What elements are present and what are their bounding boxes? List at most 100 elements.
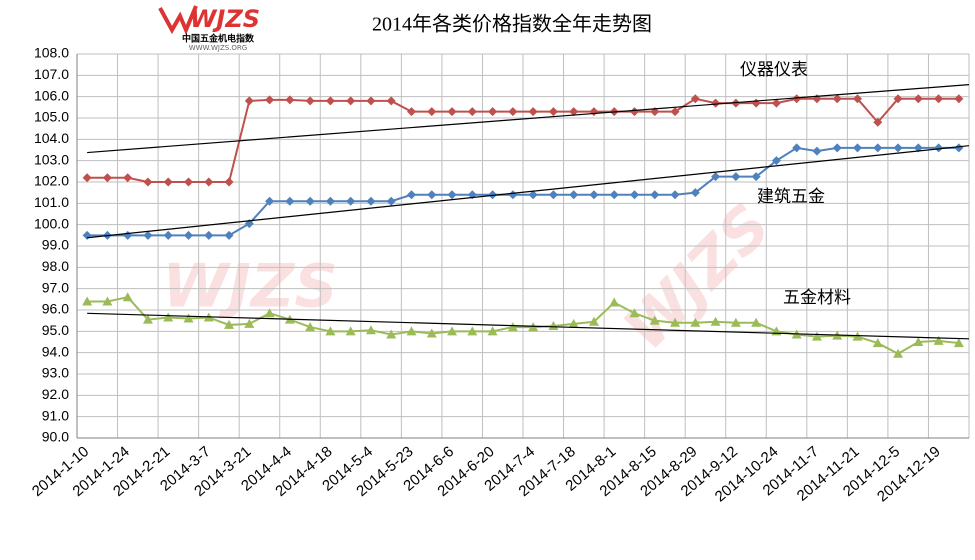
marker: [204, 177, 214, 187]
marker: [184, 230, 193, 240]
marker: [285, 95, 295, 105]
marker: [406, 326, 417, 336]
marker: [386, 96, 396, 106]
marker: [954, 143, 964, 153]
marker: [670, 317, 681, 327]
marker: [426, 328, 437, 338]
marker: [690, 94, 700, 104]
marker: [528, 107, 538, 117]
marker: [224, 177, 234, 187]
series: [82, 292, 964, 358]
y-tick-label: 106.0: [34, 87, 69, 103]
y-tick-label: 107.0: [34, 66, 69, 82]
marker: [305, 196, 315, 206]
marker: [811, 331, 822, 341]
marker: [386, 329, 397, 339]
marker: [710, 316, 721, 326]
marker: [751, 172, 761, 182]
marker: [325, 96, 335, 106]
marker: [224, 230, 234, 240]
marker: [447, 107, 457, 117]
y-tick-label: 93.0: [42, 365, 69, 381]
marker: [122, 292, 133, 302]
marker: [427, 107, 437, 117]
marker: [670, 107, 680, 117]
marker: [123, 230, 133, 240]
marker: [508, 190, 518, 200]
marker: [183, 313, 194, 323]
marker: [872, 338, 883, 348]
marker: [325, 326, 336, 336]
marker: [548, 321, 559, 330]
y-tick-label: 105.0: [34, 109, 69, 125]
marker: [832, 143, 842, 153]
marker: [507, 322, 518, 332]
marker: [588, 316, 599, 326]
y-tick-label: 103.0: [34, 151, 69, 167]
y-tick-label: 92.0: [42, 386, 69, 402]
y-tick-label: 94.0: [42, 343, 69, 359]
marker: [853, 143, 862, 153]
marker: [832, 94, 842, 104]
watermark-mark: WJZS: [611, 191, 784, 364]
marker: [143, 177, 153, 187]
marker: [487, 326, 498, 336]
marker: [913, 94, 923, 104]
marker: [346, 96, 356, 106]
trendline: [87, 145, 970, 239]
watermark-mark: WJZS: [162, 252, 337, 322]
marker: [690, 188, 700, 198]
marker: [568, 318, 579, 328]
marker: [792, 143, 802, 153]
marker: [569, 107, 579, 117]
marker: [163, 312, 174, 322]
marker: [366, 196, 376, 206]
marker: [670, 190, 680, 200]
marker: [913, 337, 924, 346]
marker: [548, 190, 558, 200]
marker: [629, 308, 640, 318]
marker: [264, 308, 275, 318]
marker: [305, 322, 316, 332]
marker: [508, 107, 518, 117]
marker: [649, 315, 660, 325]
marker: [650, 190, 660, 200]
marker: [82, 173, 92, 183]
marker: [933, 335, 944, 345]
marker: [771, 98, 781, 108]
marker: [934, 94, 944, 104]
marker: [711, 98, 721, 108]
marker: [407, 107, 416, 117]
marker: [244, 96, 254, 106]
marker: [690, 317, 701, 327]
marker: [325, 196, 335, 206]
y-tick-label: 97.0: [42, 279, 69, 295]
marker: [953, 338, 964, 348]
marker: [771, 156, 781, 166]
marker: [609, 297, 620, 307]
y-tick-label: 100.0: [34, 215, 69, 231]
marker: [954, 94, 964, 104]
y-tick-label: 108.0: [34, 45, 69, 61]
marker: [447, 326, 458, 336]
marker: [751, 98, 761, 108]
marker: [630, 190, 639, 200]
marker: [873, 143, 883, 153]
logo-name: 中国五金机电指数: [182, 33, 255, 45]
chart-title: 2014年各类价格指数全年走势图: [372, 13, 652, 36]
marker: [265, 95, 275, 105]
trendline: [87, 83, 970, 154]
series-label: 建筑五金: [757, 187, 825, 207]
marker: [488, 190, 498, 200]
marker: [82, 296, 93, 306]
marker: [345, 326, 356, 336]
marker: [82, 230, 92, 240]
y-tick-label: 90.0: [42, 429, 69, 445]
marker: [467, 107, 477, 117]
trendline: [87, 312, 970, 340]
marker: [630, 107, 639, 117]
y-tick-label: 95.0: [42, 322, 69, 338]
marker: [447, 190, 457, 200]
y-tick-label: 99.0: [42, 237, 69, 253]
marker: [711, 172, 721, 182]
